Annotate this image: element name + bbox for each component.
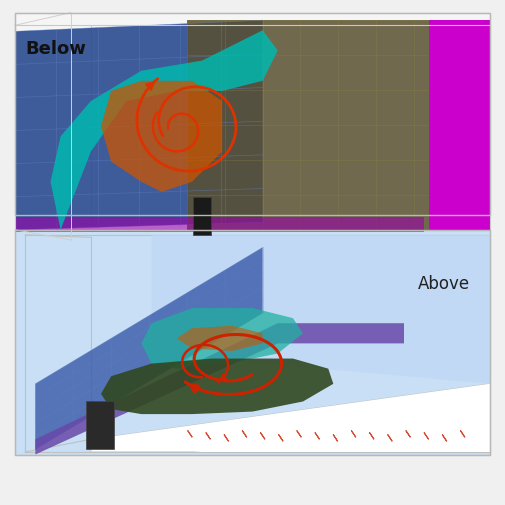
Polygon shape xyxy=(91,384,490,452)
Bar xyxy=(15,13,490,215)
Text: Below: Below xyxy=(25,40,86,59)
Bar xyxy=(15,13,490,215)
Polygon shape xyxy=(177,326,263,351)
Polygon shape xyxy=(91,384,490,452)
Bar xyxy=(15,230,490,454)
Bar xyxy=(193,197,211,235)
Polygon shape xyxy=(187,20,490,230)
Polygon shape xyxy=(15,20,263,230)
Bar xyxy=(15,230,490,454)
Polygon shape xyxy=(50,30,278,230)
Polygon shape xyxy=(152,235,490,384)
Text: Above: Above xyxy=(418,275,470,293)
Polygon shape xyxy=(141,308,303,369)
Polygon shape xyxy=(35,247,263,449)
Polygon shape xyxy=(101,81,222,192)
Bar xyxy=(86,401,114,449)
Polygon shape xyxy=(35,323,404,454)
Polygon shape xyxy=(101,359,333,414)
Bar xyxy=(15,217,424,232)
Polygon shape xyxy=(429,20,490,230)
